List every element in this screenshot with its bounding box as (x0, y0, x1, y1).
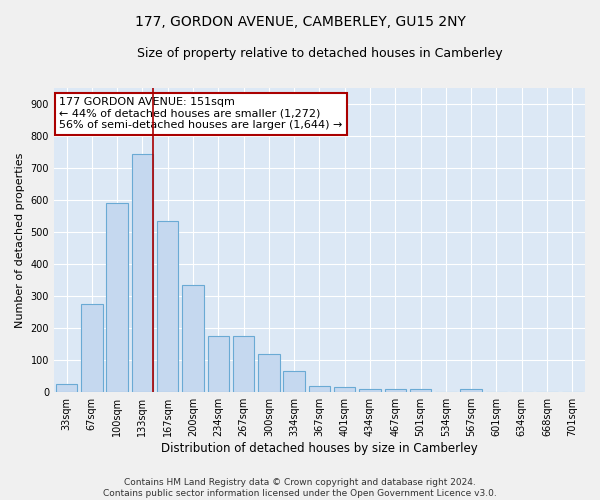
Bar (131, 154, 153, 392)
Bar (258, 354, 280, 392)
Bar (359, 389, 381, 392)
Bar (56, 384, 77, 392)
Bar (309, 386, 330, 392)
Text: 177, GORDON AVENUE, CAMBERLEY, GU15 2NY: 177, GORDON AVENUE, CAMBERLEY, GU15 2NY (134, 15, 466, 29)
Bar (157, 221, 178, 392)
Bar (283, 372, 305, 392)
Bar (182, 285, 204, 392)
Y-axis label: Number of detached properties: Number of detached properties (15, 152, 25, 328)
Bar (233, 336, 254, 392)
Bar (81, 304, 103, 392)
Bar (410, 389, 431, 392)
Bar (385, 389, 406, 392)
Text: 177 GORDON AVENUE: 151sqm
← 44% of detached houses are smaller (1,272)
56% of se: 177 GORDON AVENUE: 151sqm ← 44% of detac… (59, 97, 343, 130)
Bar (334, 388, 355, 392)
Text: Contains HM Land Registry data © Crown copyright and database right 2024.
Contai: Contains HM Land Registry data © Crown c… (103, 478, 497, 498)
Bar (460, 389, 482, 392)
Bar (208, 336, 229, 392)
X-axis label: Distribution of detached houses by size in Camberley: Distribution of detached houses by size … (161, 442, 478, 455)
Bar (106, 204, 128, 392)
Title: Size of property relative to detached houses in Camberley: Size of property relative to detached ho… (137, 48, 502, 60)
